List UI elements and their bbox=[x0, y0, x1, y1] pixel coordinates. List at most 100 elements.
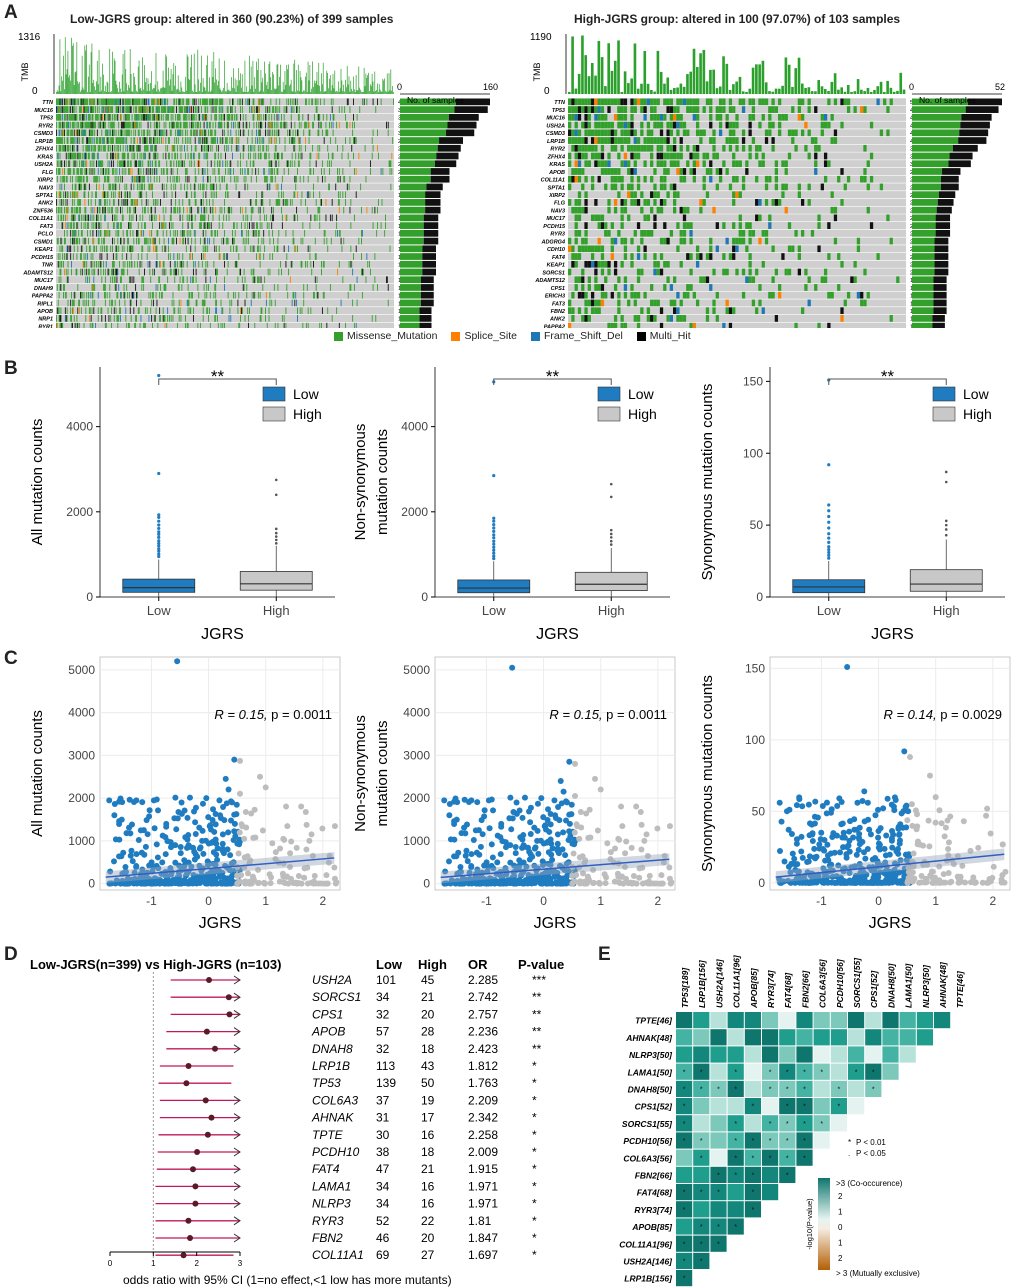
mutation-cell bbox=[643, 175, 647, 183]
mutation-cell bbox=[170, 106, 172, 113]
mutation-cell bbox=[745, 160, 749, 168]
mutation-cell bbox=[233, 121, 234, 129]
tmb-bar bbox=[581, 35, 584, 94]
mutation-cell bbox=[317, 113, 319, 121]
mutation-cell bbox=[259, 214, 261, 222]
mutation-cell bbox=[159, 307, 161, 315]
mutation-cell bbox=[214, 229, 216, 237]
mutation-cell bbox=[197, 160, 199, 168]
mutation-cell bbox=[138, 121, 140, 129]
mutation-cell bbox=[199, 113, 201, 121]
mutation-cell bbox=[732, 137, 736, 144]
mutation-cell bbox=[118, 199, 120, 206]
gene-count-bar bbox=[423, 237, 439, 245]
mutation-cell bbox=[200, 144, 202, 152]
mutation-cell bbox=[277, 322, 279, 328]
mutation-cell bbox=[613, 315, 618, 322]
mutation-cell bbox=[377, 222, 378, 229]
mutation-cell bbox=[344, 106, 346, 113]
mutation-cell bbox=[226, 268, 228, 276]
mutation-cell bbox=[817, 214, 821, 222]
mutation-cell bbox=[236, 137, 238, 144]
mutation-cell bbox=[151, 144, 153, 152]
mutation-cell bbox=[93, 160, 95, 168]
mutation-cell bbox=[143, 229, 145, 237]
mutation-cell bbox=[778, 129, 782, 137]
mutation-cell bbox=[682, 129, 687, 137]
mutation-cell bbox=[130, 137, 132, 144]
gene-count-bar bbox=[965, 106, 999, 113]
mutation-cell bbox=[329, 137, 331, 144]
tmb-bar bbox=[184, 91, 185, 94]
mutation-cell bbox=[173, 237, 175, 245]
mutation-cell bbox=[374, 276, 376, 284]
mutation-cell bbox=[287, 129, 289, 137]
mutation-cell bbox=[590, 183, 595, 191]
mutation-cell bbox=[113, 144, 115, 152]
mutation-cell bbox=[91, 214, 93, 222]
mutation-cell bbox=[97, 121, 99, 129]
mutation-cell bbox=[161, 98, 163, 106]
mutation-cell bbox=[353, 121, 355, 129]
mutation-cell bbox=[101, 253, 103, 260]
tmb-bar bbox=[152, 88, 154, 94]
mutation-cell bbox=[80, 106, 81, 113]
tmb-bar bbox=[103, 74, 104, 94]
mutation-cell bbox=[607, 106, 611, 113]
mutation-cell bbox=[125, 121, 127, 129]
mutation-cell bbox=[187, 299, 189, 307]
mutation-cell bbox=[781, 183, 785, 191]
mutation-cell bbox=[853, 106, 857, 113]
mutation-cell bbox=[227, 113, 229, 121]
mutation-cell bbox=[249, 106, 250, 113]
mutation-cell bbox=[62, 98, 64, 106]
mutation-cell bbox=[283, 121, 285, 129]
mutation-cell bbox=[260, 152, 262, 160]
mutation-cell bbox=[666, 144, 670, 152]
mutation-cell bbox=[128, 129, 130, 137]
mutation-cell bbox=[128, 206, 130, 214]
gene-label: PCLO bbox=[38, 232, 54, 238]
mutation-cell bbox=[156, 113, 158, 121]
mutation-cell bbox=[91, 168, 93, 175]
mutation-cell bbox=[110, 276, 112, 284]
mutation-cell bbox=[74, 160, 76, 168]
mutation-cell bbox=[568, 113, 572, 121]
mutation-cell bbox=[198, 291, 200, 299]
mutation-cell bbox=[171, 191, 173, 199]
mutation-cell bbox=[136, 160, 137, 168]
mutation-cell bbox=[210, 113, 212, 121]
tmb-bar bbox=[89, 91, 91, 94]
mutation-cell bbox=[95, 199, 97, 206]
mutation-cell bbox=[248, 152, 250, 160]
mutation-cell bbox=[214, 245, 216, 253]
mutation-cell bbox=[102, 113, 104, 121]
tmb-bar bbox=[62, 80, 63, 94]
tmb-bar bbox=[302, 91, 304, 94]
mutation-cell bbox=[96, 152, 98, 160]
tmb-bar bbox=[220, 90, 222, 94]
mutation-cell bbox=[385, 214, 386, 222]
mutation-cell bbox=[269, 183, 271, 191]
gene-count-bar bbox=[422, 253, 436, 260]
mutation-cell bbox=[122, 144, 124, 152]
tmb-bar bbox=[281, 91, 283, 94]
mutation-cell bbox=[149, 260, 151, 268]
mutation-cell bbox=[68, 168, 70, 175]
mutation-cell bbox=[261, 191, 263, 199]
mutation-cell bbox=[58, 98, 60, 106]
gene-label: CPS1 bbox=[551, 286, 565, 292]
mutation-cell bbox=[141, 284, 143, 291]
mutation-cell bbox=[594, 199, 598, 206]
mutation-cell bbox=[163, 183, 165, 191]
gene-count-bar bbox=[932, 322, 945, 328]
mutation-cell bbox=[702, 183, 706, 191]
mutation-cell bbox=[144, 222, 146, 229]
mutation-cell bbox=[198, 106, 200, 113]
mutation-cell bbox=[127, 98, 129, 106]
mutation-cell bbox=[114, 268, 116, 276]
mutation-cell bbox=[225, 160, 226, 168]
mutation-cell bbox=[200, 199, 202, 206]
mutation-cell bbox=[617, 152, 621, 160]
mutation-cell bbox=[617, 106, 621, 113]
